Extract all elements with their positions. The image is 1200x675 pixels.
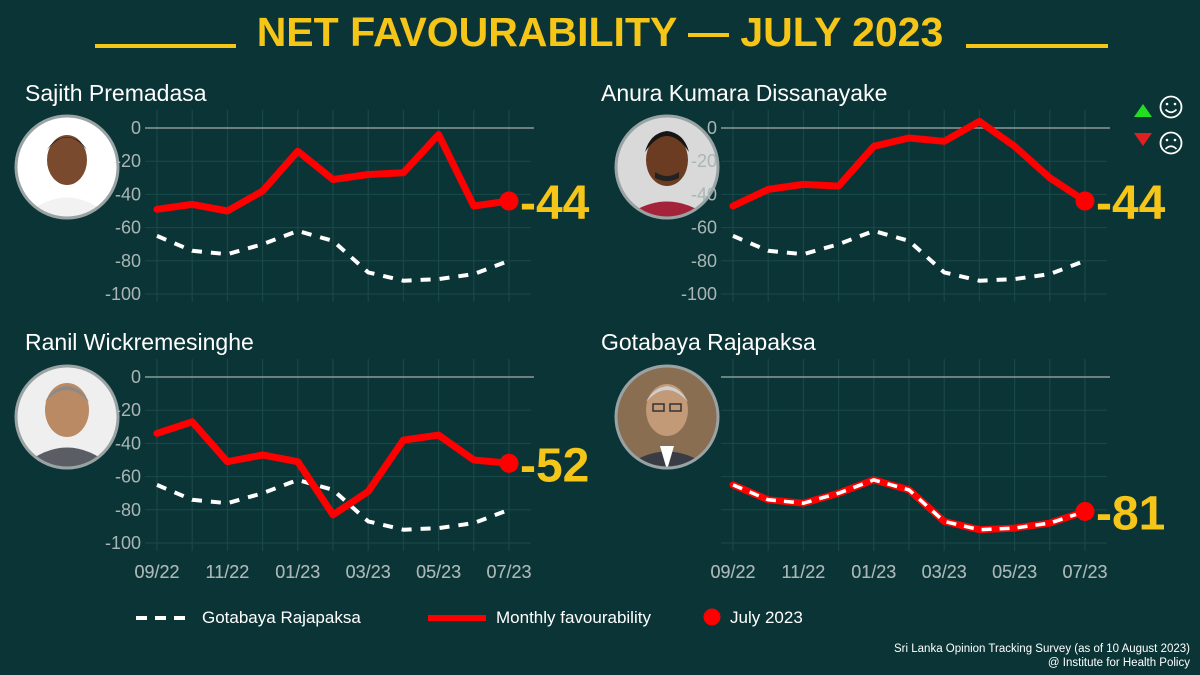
y-tick-label: -40 [115,184,141,204]
july-2023-marker [499,191,519,211]
legend-july-swatch [703,608,721,626]
series-line-gotabaya-rajapaksa [156,228,510,283]
x-tick-label: 01/23 [275,562,320,582]
x-tick-label: 11/22 [206,562,250,582]
x-tick-label: 07/23 [1062,562,1107,582]
series-line-gotabaya-rajapaksa [732,478,1086,532]
y-tick-label: -40 [691,184,717,204]
y-tick-label: -80 [691,251,717,271]
y-tick-label: 0 [707,118,717,138]
x-tick-label: 11/22 [206,562,250,582]
y-tick-label: -20 [691,151,717,171]
panel-title-gotabaya: Gotabaya Rajapaksa [601,329,816,355]
x-tick-label: 05/23 [992,562,1037,582]
legend-july-label: July 2023 [730,608,803,627]
y-tick-label: -80 [115,500,141,520]
panel-sajith-premadasa: Sajith Premadasa 0 -20 -40 -60 -80 -100 09/22 11… [25,80,590,582]
x-tick-label: 03/23 [346,562,391,582]
y-tick-label: 0 [131,367,141,387]
y-tick-label: 0 [131,118,141,138]
up-triangle-icon [1134,104,1152,117]
panel-gotabaya-rajapaksa: Gotabaya Rajapaksa 09/22 11/22 01/23 03/23 05… [601,329,1165,582]
july-2023-marker [499,453,519,473]
panel-ranil-wickremesinghe: Ranil Wickremesinghe 0 -20 -40 -60 -80 -100 09/… [25,329,589,582]
july-2023-marker [1075,501,1095,521]
x-tick-label: 11/22 [782,562,826,582]
x-tick-label: 11/22 [782,562,826,582]
panel-title-ranil: Ranil Wickremesinghe [25,329,254,355]
chart-title: NET FAVOURABILITY — JULY 2023 [257,9,944,55]
y-tick-label: -60 [115,218,141,238]
x-tick-label: 01/23 [275,562,320,582]
y-tick-label: -100 [105,284,141,304]
x-tick-label: 01/23 [851,562,896,582]
portrait-ranil-wickremesinghe [14,364,120,470]
legend-gotabaya-label: Gotabaya Rajapaksa [202,608,361,627]
series-line-gotabaya-rajapaksa [156,477,510,532]
x-tick-label: 07/23 [486,562,531,582]
y-tick-label: -80 [115,251,141,271]
portrait-sajith-premadasa [14,114,120,220]
x-tick-label: 03/23 [922,562,967,582]
y-tick-label: -60 [115,467,141,487]
x-tick-label: 09/22 [710,562,755,582]
y-tick-label: -60 [691,218,717,238]
panel-title-sajith: Sajith Premadasa [25,80,207,106]
portrait-anura-kumara-dissanayake [614,114,720,220]
down-triangle-icon [1134,133,1152,146]
x-tick-label: 09/22 [134,562,179,582]
x-tick-label: 03/23 [922,562,967,582]
x-tick-label: 05/23 [416,562,461,582]
x-tick-label: 07/23 [1062,562,1107,582]
x-tick-label: 05/23 [992,562,1037,582]
series-line-gotabaya-rajapaksa [732,228,1086,283]
final-value-label: -44 [1096,177,1166,230]
source-line-1: Sri Lanka Opinion Tracking Survey (as of… [894,643,1190,655]
y-tick-label: -40 [115,433,141,453]
frown-face-icon [1159,131,1183,155]
x-tick-label: 05/23 [416,562,461,582]
x-tick-label: 01/23 [851,562,896,582]
smile-face-icon [1159,95,1183,119]
legend-monthly-label: Monthly favourability [496,608,651,627]
x-tick-label: 09/22 [134,562,179,582]
x-tick-label: 09/22 [710,562,755,582]
y-tick-label: -100 [681,284,717,304]
final-value-label: -44 [520,177,590,230]
legend: Gotabaya Rajapaksa Monthly favourability… [136,608,803,627]
series-line-monthly-favourability [153,131,513,215]
series-line-monthly-favourability [153,418,513,519]
portrait-gotabaya-rajapaksa [614,364,720,470]
series-line-monthly-favourability [729,117,1089,210]
y-tick-label: -100 [105,533,141,553]
final-value-label: -52 [520,439,589,492]
y-tick-label: -20 [115,400,141,420]
x-tick-label: 07/23 [486,562,531,582]
mood-legend [1134,95,1183,155]
panel-title-anura: Anura Kumara Dissanayake [601,80,887,106]
july-2023-marker [1075,191,1095,211]
panel-anura-kumara-dissanayake: Anura Kumara Dissanayake 0 -20 -40 -60 -80 -10… [601,80,1166,582]
y-tick-label: -20 [115,151,141,171]
source-line-2: @ Institute for Health Policy [1048,657,1190,669]
x-tick-label: 03/23 [346,562,391,582]
final-value-label: -81 [1096,487,1165,540]
